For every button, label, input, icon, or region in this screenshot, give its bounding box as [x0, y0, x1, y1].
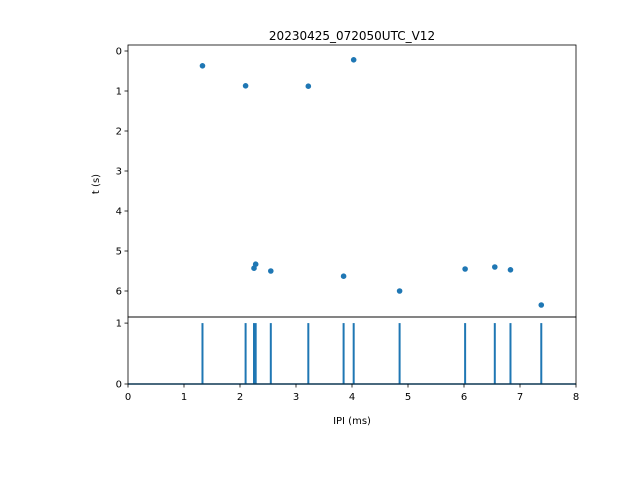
scatter-point: [507, 267, 514, 273]
ipi-x-tick-label: 5: [405, 392, 411, 403]
x-axis-label: IPI (ms): [333, 416, 371, 427]
scatter-y-tick-label: 6: [116, 287, 122, 298]
scatter-point: [340, 273, 347, 280]
ipi-x-ticks: 0 1 2 3 4 5 6 7 8: [125, 384, 579, 403]
scatter-point: [462, 266, 468, 272]
ipi-x-tick-label: 2: [237, 392, 243, 403]
scatter-y-tick-label: 0: [116, 47, 122, 58]
scatter-panel: 20230425_072050UTC_V12 t (s) 0 1 2 3 4 5 6: [91, 29, 577, 318]
scatter-points: [199, 57, 545, 308]
y-axis-label: t (s): [91, 174, 102, 194]
ipi-x-tick-label: 1: [181, 392, 187, 403]
scatter-y-tick-label: 4: [116, 207, 122, 218]
scatter-point: [242, 83, 249, 89]
chart-title: 20230425_072050UTC_V12: [269, 29, 435, 43]
ipi-y-ticks: 01: [116, 319, 128, 391]
scatter-y-tick-label: 5: [116, 247, 122, 258]
scatter-point: [251, 265, 257, 272]
scatter-y-tick-label: 2: [116, 127, 122, 138]
scatter-point: [268, 268, 274, 274]
ipi-x-tick-label: 8: [573, 392, 579, 403]
ipi-x-tick-label: 4: [349, 392, 355, 403]
scatter-point: [396, 288, 403, 294]
scatter-y-ticks: 0 1 2 3 4 5 6: [116, 47, 128, 298]
ipi-x-tick-label: 3: [293, 392, 299, 403]
scatter-point: [538, 302, 545, 308]
scatter-point: [492, 264, 498, 270]
scatter-y-tick-label: 1: [116, 87, 122, 98]
ipi-x-tick-label: 0: [125, 392, 131, 403]
ipi-x-tick-label: 6: [461, 392, 467, 403]
scatter-point: [350, 57, 357, 63]
scatter-point: [199, 63, 206, 69]
scatter-y-tick-label: 3: [116, 167, 122, 178]
ipi-x-tick-label: 7: [517, 392, 523, 403]
scatter-point: [305, 83, 312, 89]
ipi-y-tick-label: 0: [116, 380, 122, 391]
ipi-y-tick-label: 1: [116, 319, 122, 330]
ipi-axes-frame: [127, 316, 577, 385]
